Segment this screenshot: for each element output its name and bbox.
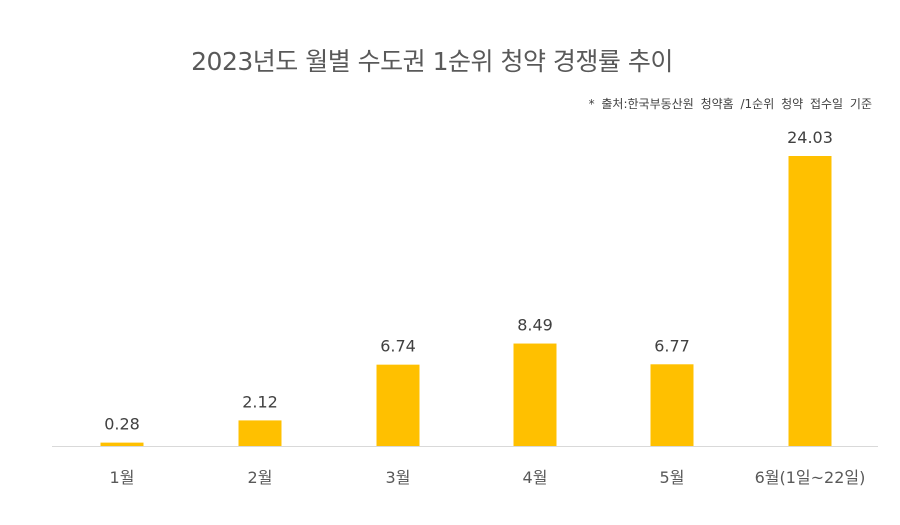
x-tick-label: 3월 (386, 468, 411, 487)
bar (513, 343, 557, 446)
source-note: * 출처:한국부동산원 청약홈 /1순위 청약 접수일 기준 (588, 97, 872, 111)
bar (376, 364, 420, 446)
data-label: 0.28 (104, 415, 140, 434)
data-label: 6.74 (380, 337, 416, 356)
x-tick-label: 4월 (523, 468, 548, 487)
bar (100, 442, 144, 446)
data-label: 24.03 (787, 128, 833, 147)
data-label: 2.12 (242, 392, 278, 411)
chart-title: 2023년도 월별 수도권 1순위 청약 경쟁률 추이 (191, 47, 673, 76)
data-label: 6.77 (654, 336, 690, 355)
data-label: 8.49 (517, 316, 553, 335)
x-tick-label: 1월 (110, 468, 135, 487)
bar (238, 420, 282, 446)
bar (650, 364, 694, 446)
x-tick-label: 2월 (248, 468, 273, 487)
x-tick-label: 5월 (660, 468, 685, 487)
bar (788, 156, 832, 446)
x-tick-label: 6월(1일~22일) (755, 468, 866, 487)
